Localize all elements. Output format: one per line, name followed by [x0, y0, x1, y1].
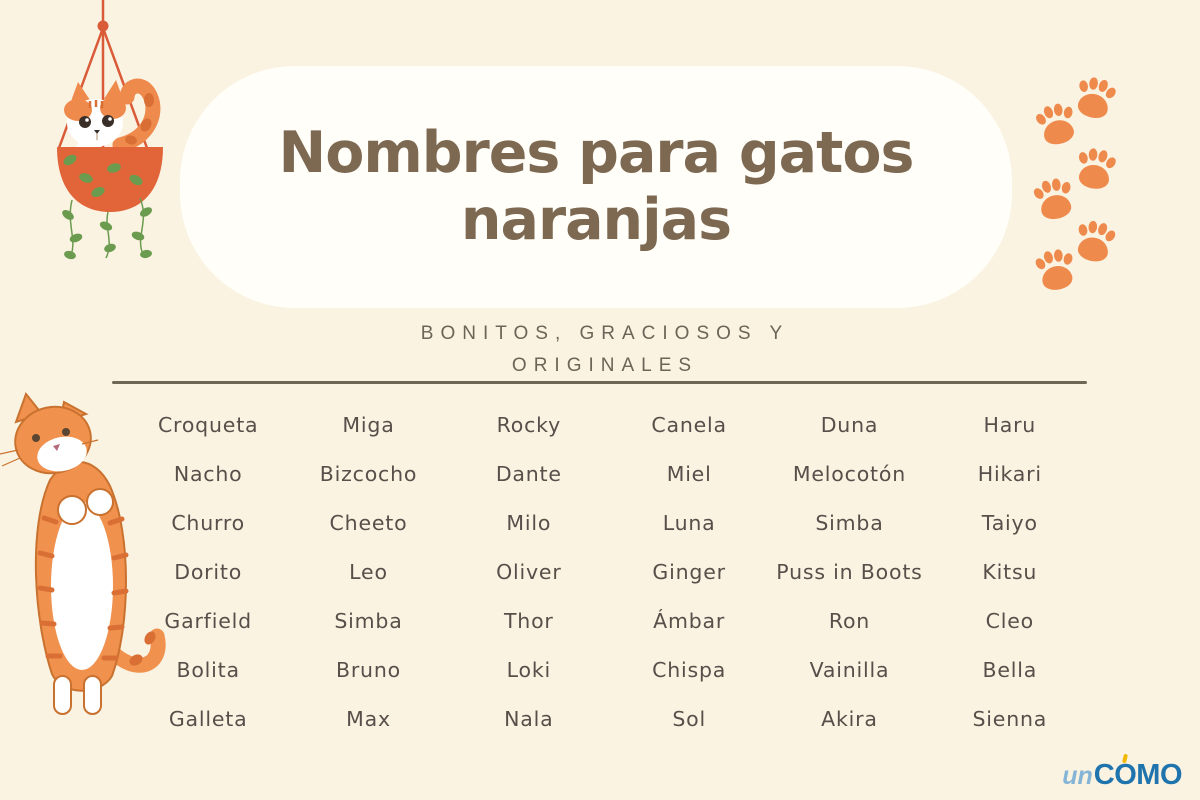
name-column: Duna Melocotón Simba Puss in Boots Ron Vainil…	[769, 400, 929, 743]
cat-name: Kitsu	[982, 559, 1038, 584]
cat-name: Miel	[666, 461, 712, 486]
logo-prefix: un	[1062, 762, 1093, 790]
planter-pot	[57, 147, 163, 212]
cat-front-paws	[57, 488, 114, 525]
rope-knot	[97, 20, 109, 32]
names-grid: Croqueta Nacho Churro Dorito Garfield Bolita G…	[128, 400, 1090, 743]
cat-name: Churro	[171, 510, 245, 535]
cat-name: Bella	[982, 657, 1038, 682]
cat-belly	[51, 502, 113, 670]
cat-name: Galleta	[168, 706, 248, 731]
page-subtitle-line2: ORIGINALES	[511, 355, 699, 377]
cat-name: Taiyo	[981, 510, 1038, 535]
cat-name: Thor	[503, 608, 554, 633]
cat-name: Puss in Boots	[776, 559, 923, 584]
paw-print-icon	[1070, 217, 1119, 266]
cat-name: Oliver	[496, 559, 562, 584]
cat-name: Cleo	[985, 608, 1034, 633]
cat-name: Croqueta	[157, 412, 259, 437]
cat-name: Chispa	[652, 657, 727, 682]
name-column: Canela Miel Luna Ginger Ámbar Chispa Sol	[609, 400, 769, 743]
cat-name: Canela	[651, 412, 727, 437]
paw-print-icon	[1032, 246, 1080, 293]
cat-name: Bolita	[176, 657, 240, 682]
cat-name: Dorito	[174, 559, 243, 584]
planter-leaves	[62, 154, 152, 260]
name-column: Haru Hikari Taiyo Kitsu Cleo Bella Sienna	[930, 400, 1090, 743]
paw-print-icon	[1072, 145, 1120, 192]
page-title-line1: Nombres para gatos	[278, 120, 915, 187]
page-subtitle: BONITOS, GRACIOSOS Y ORIGINALES	[175, 318, 1035, 383]
cat-name: Cheeto	[329, 510, 408, 535]
hanging-planter-cat-illustration	[57, 0, 163, 260]
cat-name: Miga	[342, 412, 395, 437]
cat-name: Leo	[349, 559, 388, 584]
cat-name: Ron	[828, 608, 871, 633]
cat-name: Ámbar	[653, 608, 726, 633]
stretched-cat-illustration	[0, 391, 166, 715]
paw-print-icon	[1032, 99, 1082, 149]
cat-name: Akira	[821, 706, 878, 731]
cat-name: Hikari	[977, 461, 1042, 486]
page-subtitle-line1: BONITOS, GRACIOSOS Y	[420, 323, 790, 344]
cat-name: Simba	[334, 608, 403, 633]
logo-c: C	[1093, 759, 1115, 791]
cat-name: Vainilla	[809, 657, 890, 682]
cat-name: Max	[346, 706, 391, 731]
name-column: Croqueta Nacho Churro Dorito Garfield Bolita G…	[128, 400, 288, 743]
paw-print-icon	[1070, 73, 1120, 123]
cat-name: Sienna	[972, 706, 1048, 731]
name-column: Miga Bizcocho Cheeto Leo Simba Bruno Max	[288, 400, 448, 743]
cat-name: Nala	[504, 706, 554, 731]
title-card: Nombres para gatos naranjas	[180, 66, 1012, 308]
uncomo-logo: un C O MO	[1062, 753, 1182, 791]
cat-name: Bizcocho	[319, 461, 418, 486]
logo-o: O	[1114, 753, 1137, 790]
cat-stripes	[37, 515, 129, 661]
paw-prints-illustration	[1030, 73, 1120, 293]
cat-name: Sol	[672, 706, 706, 731]
cat-name: Nacho	[173, 461, 243, 486]
cat-name: Haru	[983, 412, 1037, 437]
cat-name: Garfield	[164, 608, 252, 633]
cat-name: Dante	[495, 461, 562, 486]
cat-head	[0, 391, 99, 475]
cat-name: Melocotón	[792, 461, 907, 486]
cat-hind-feet	[53, 675, 102, 715]
cat-head	[64, 80, 126, 147]
page-title-line2: naranjas	[460, 187, 732, 253]
cat-name: Loki	[506, 657, 551, 682]
cat-name: Ginger	[652, 559, 726, 584]
cat-tail	[112, 78, 161, 153]
divider-line	[112, 381, 1087, 384]
cat-name: Simba	[815, 510, 884, 535]
cat-name: Milo	[506, 510, 552, 535]
cat-name: Luna	[662, 510, 716, 535]
paw-print-icon	[1030, 175, 1079, 223]
cat-name: Rocky	[496, 412, 562, 437]
page-title: Nombres para gatos naranjas	[278, 120, 915, 253]
logo-rest: MO	[1136, 759, 1182, 791]
name-column: Rocky Dante Milo Oliver Thor Loki Nala	[449, 400, 609, 743]
cat-name: Bruno	[335, 657, 401, 682]
cat-name: Duna	[820, 412, 879, 437]
